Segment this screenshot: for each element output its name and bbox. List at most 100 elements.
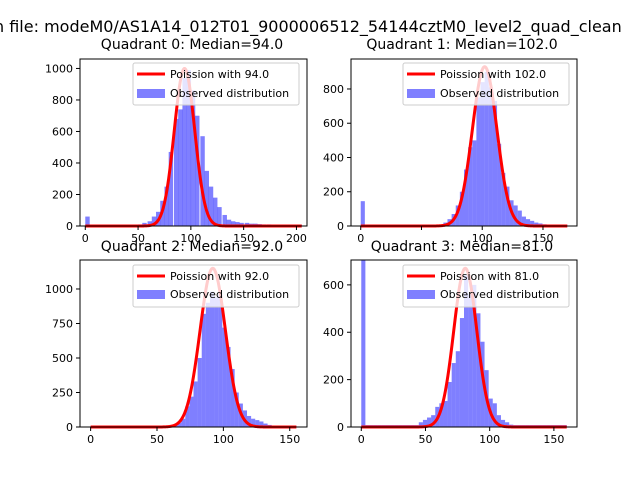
y-tick-label: 600 bbox=[52, 125, 73, 138]
x-tick-label: 0 bbox=[357, 232, 364, 245]
x-tick-label: 200 bbox=[286, 232, 307, 245]
y-tick-label: 0 bbox=[66, 421, 73, 434]
quadrant-2-plot-area: 0 50 100 150 0 250 500 750 1000 bbox=[45, 259, 308, 446]
histogram-bar bbox=[480, 341, 485, 427]
histogram-bar bbox=[505, 422, 510, 427]
y-tick-label: 600 bbox=[323, 279, 344, 292]
axes-frame bbox=[79, 58, 308, 227]
histogram-bar bbox=[530, 220, 535, 226]
legend-observed-label: Observed distribution bbox=[440, 87, 559, 100]
histogram-bar bbox=[496, 415, 501, 427]
histogram-bar bbox=[447, 381, 452, 427]
histogram-bar bbox=[361, 260, 366, 427]
x-tick-label: 50 bbox=[418, 433, 432, 446]
histogram-bar bbox=[193, 381, 198, 427]
histogram-bar bbox=[492, 403, 497, 427]
x-tick-label: 150 bbox=[233, 232, 254, 245]
legend-observed-swatch bbox=[407, 89, 435, 98]
x-tick-label: 50 bbox=[150, 433, 164, 446]
quadrant-0-title: Quadrant 0: Median=94.0 bbox=[101, 37, 283, 53]
legend-observed-swatch bbox=[407, 290, 435, 299]
y-tick-label: 600 bbox=[323, 117, 344, 130]
legend-frame bbox=[402, 264, 570, 308]
y-tick-label: 400 bbox=[52, 157, 73, 170]
x-tick-label: 100 bbox=[213, 433, 234, 446]
histogram-bar bbox=[235, 222, 240, 226]
histogram-bar bbox=[476, 97, 481, 226]
histogram-bar bbox=[455, 205, 460, 226]
histogram-bar bbox=[459, 191, 464, 226]
histogram-bar bbox=[472, 140, 477, 226]
axes-frame bbox=[79, 259, 308, 428]
histogram-bar bbox=[185, 406, 190, 427]
histogram-bar bbox=[213, 197, 218, 226]
y-tick-label: 500 bbox=[52, 352, 73, 365]
histogram-bar bbox=[186, 70, 192, 226]
histogram-bar bbox=[521, 216, 526, 226]
histogram-bar bbox=[164, 186, 169, 226]
histogram-bar bbox=[190, 90, 196, 226]
legend-observed-label: Observed distribution bbox=[170, 288, 289, 301]
histogram-bar bbox=[217, 207, 222, 226]
quadrant-1-title: Quadrant 1: Median=102.0 bbox=[366, 37, 557, 53]
x-tick-label: 0 bbox=[358, 433, 365, 446]
figure-title: n file: modeM0/AS1A14_012T01_9000006512_… bbox=[0, 17, 622, 37]
y-tick-label: 200 bbox=[323, 374, 344, 387]
quadrant-0-plot-area: 0 50 100 150 200 0 200 400 600 800 1000 bbox=[45, 58, 308, 245]
x-tick-label: 100 bbox=[472, 232, 493, 245]
histogram-bar bbox=[505, 186, 510, 226]
histogram-bar bbox=[142, 222, 147, 226]
histogram-bar bbox=[464, 275, 469, 427]
histogram-bar bbox=[195, 115, 200, 226]
histogram-bar bbox=[181, 418, 186, 427]
y-tick-label: 200 bbox=[52, 188, 73, 201]
histogram-bar bbox=[251, 418, 256, 427]
histogram-bar bbox=[259, 421, 264, 427]
x-tick-label: 0 bbox=[82, 232, 89, 245]
legend-poisson-label: Poission with 81.0 bbox=[440, 270, 539, 283]
histogram-bar bbox=[222, 327, 227, 427]
histogram-bar bbox=[168, 151, 174, 226]
histogram-bar bbox=[151, 216, 157, 226]
quadrant-0-legend: Poission with 94.0 Observed distribution bbox=[132, 62, 300, 106]
legend-frame bbox=[132, 62, 300, 106]
y-tick-label: 200 bbox=[323, 186, 344, 199]
histogram-bar bbox=[173, 118, 179, 226]
histogram-bar bbox=[218, 294, 223, 427]
histogram-bar bbox=[222, 214, 227, 226]
histogram-bar bbox=[468, 294, 473, 427]
histogram-bar bbox=[480, 82, 485, 227]
histogram-bar bbox=[200, 136, 205, 226]
legend-frame bbox=[402, 62, 570, 106]
quadrant-3-plot-area: 0 50 100 150 0 200 400 600 bbox=[323, 259, 578, 446]
quadrant-1-legend: Poission with 102.0 Observed distributio… bbox=[402, 62, 570, 106]
axes-frame bbox=[350, 58, 578, 227]
histogram-bar bbox=[468, 147, 473, 226]
histogram-bar bbox=[85, 216, 90, 226]
histogram-bar bbox=[204, 170, 209, 226]
y-tick-label: 1000 bbox=[45, 283, 73, 296]
y-tick-label: 400 bbox=[323, 151, 344, 164]
histogram-bar bbox=[214, 297, 219, 427]
histogram-bar bbox=[234, 392, 239, 427]
histogram-bar bbox=[205, 302, 210, 427]
histogram-bar bbox=[360, 201, 365, 226]
histogram-bar bbox=[497, 143, 502, 226]
x-tick-label: 100 bbox=[479, 433, 500, 446]
x-tick-label: 150 bbox=[543, 433, 564, 446]
quadrant-3-panel: 0 50 100 150 0 200 400 600 Quadrant 3: Median=8… bbox=[323, 239, 578, 446]
histogram-bar bbox=[534, 222, 539, 226]
histogram-bar bbox=[513, 205, 518, 226]
x-tick-label: 0 bbox=[87, 433, 94, 446]
y-tick-label: 0 bbox=[66, 220, 73, 233]
histogram-bar bbox=[525, 219, 531, 226]
histogram-bar bbox=[492, 100, 498, 226]
y-tick-label: 250 bbox=[52, 386, 73, 399]
histogram-bar bbox=[177, 422, 182, 427]
quadrant-3-legend: Poission with 81.0 Observed distribution bbox=[402, 264, 570, 308]
legend-poisson-label: Poission with 94.0 bbox=[170, 68, 269, 81]
histogram-bar bbox=[484, 71, 489, 226]
legend-frame bbox=[132, 264, 300, 308]
histogram-bar bbox=[209, 291, 215, 427]
histogram-bar bbox=[208, 186, 214, 226]
